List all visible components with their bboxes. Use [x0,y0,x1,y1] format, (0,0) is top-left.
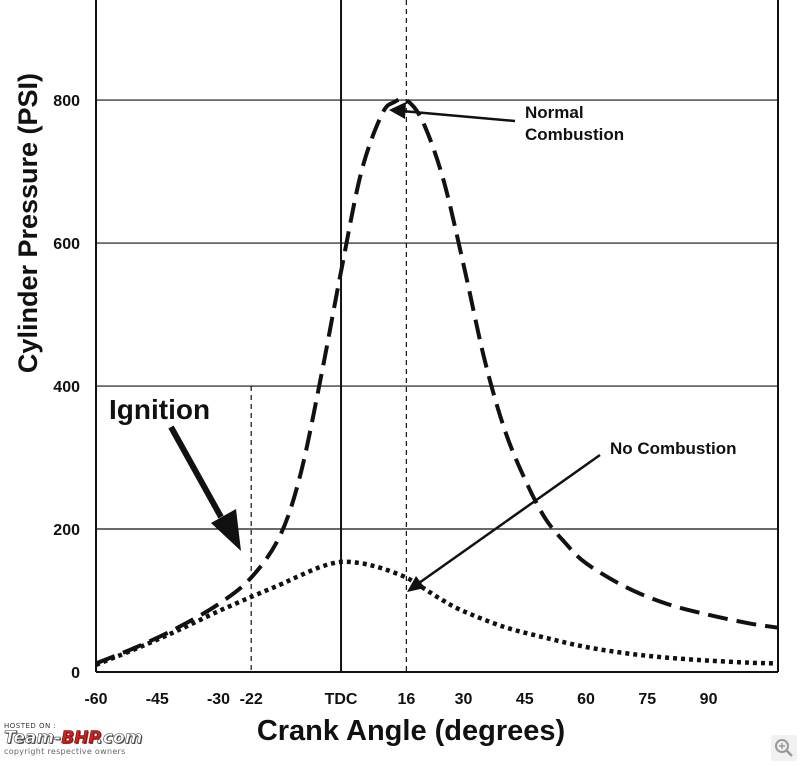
watermark-copyright: copyright respective owners [4,747,126,756]
arrow-no-combustion [407,453,601,592]
x-tick-label--30: -30 [207,691,230,708]
annotation-ignition: Ignition [109,394,210,425]
y-axis-label: Cylinder Pressure (PSI) [13,73,43,373]
x-tick-labels: -60 -45 -30 -22 TDC 16 30 45 60 75 90 [84,691,717,708]
x-tick-label--22: -22 [240,691,263,708]
arrow-ignition [168,425,241,551]
y-tick-label-600: 600 [53,236,80,253]
watermark-hosted-text: HOSTED ON : [4,722,57,730]
annotation-normal-line1: Normal [525,103,584,122]
y-tick-label-400: 400 [53,379,80,396]
y-tick-label-200: 200 [53,522,80,539]
grid-lines [96,99,778,530]
x-tick-label-90: 90 [700,691,718,708]
x-axis-label: Crank Angle (degrees) [257,715,565,747]
annotation-normal-combustion: Normal Combustion [525,103,624,144]
watermark-logo-a: Team- [4,728,62,748]
x-tick-label-TDC: TDC [325,691,358,708]
annotation-no-combustion: No Combustion [610,439,737,458]
x-tick-label-60: 60 [577,691,595,708]
x-tick-label-16: 16 [397,691,415,708]
x-tick-label-75: 75 [638,691,656,708]
annotation-normal-line2: Combustion [525,125,624,144]
x-tick-label--60: -60 [84,691,107,708]
watermark-logo: Team-BHP.com [4,728,194,748]
x-tick-label-45: 45 [516,691,534,708]
series-line-normal-combustion [95,96,779,666]
series-line-no-combustion [95,559,779,667]
y-tick-label-0: 0 [71,665,80,682]
watermark-logo-b: BHP [61,728,97,748]
y-tick-labels: 0 200 400 600 800 [53,93,80,682]
series [95,96,779,667]
watermark-logo-c: .com [96,728,143,748]
y-tick-label-800: 800 [53,93,80,110]
watermark: HOSTED ON : Team-BHP.com copyright respe… [4,722,194,762]
arrow-normal-combustion [389,102,516,123]
x-tick-label--45: -45 [146,691,169,708]
axes [95,0,779,673]
magnifier-icon[interactable] [771,735,797,761]
x-tick-label-30: 30 [455,691,473,708]
